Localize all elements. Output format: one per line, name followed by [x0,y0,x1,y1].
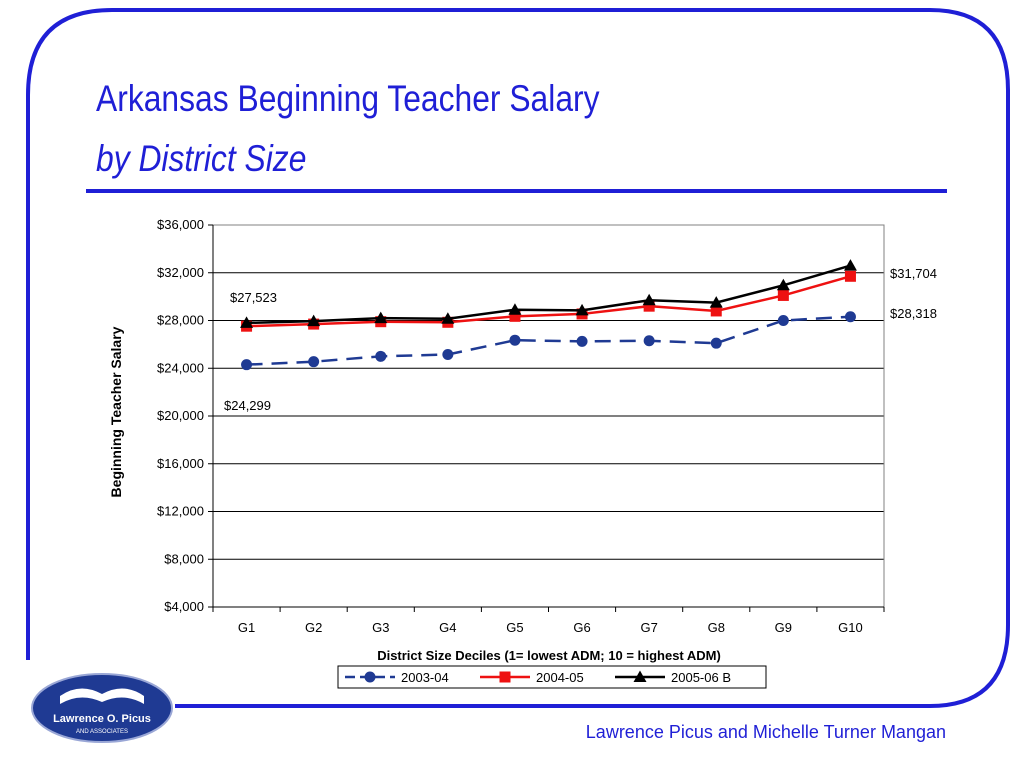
data-point [442,349,454,361]
data-point [441,312,455,324]
data-point [575,303,589,316]
data-point [843,259,857,271]
data-point [710,337,722,349]
y-tick-label: $24,000 [157,360,204,375]
legend-label: 2005-06 B [671,670,731,685]
y-tick-label: $8,000 [164,551,204,566]
y-tick-label: $28,000 [157,313,204,328]
legend-label: 2003-04 [401,670,449,685]
x-tick-label: G3 [372,620,389,635]
x-tick-label: G5 [506,620,523,635]
series-line [246,275,851,328]
data-point [777,289,789,301]
data-point [776,278,790,291]
legend-marker [364,671,376,683]
data-point [241,359,253,371]
data-point [710,305,722,317]
data-point [844,311,856,323]
series-2003-04 [241,311,856,371]
x-tick-label: G8 [708,620,725,635]
x-tick-label: G10 [838,620,863,635]
legend-marker [633,670,647,682]
legend-item: 2003-04 [345,670,449,685]
series-line [246,264,851,325]
y-axis: $4,000 $8,000 $12,000 $16,000 $20,000 $24,000… [157,217,214,614]
legend-item: 2005-06 B [615,670,731,685]
x-tick-label: G4 [439,620,456,635]
legend-box [337,665,767,689]
footer-credit: Lawrence Picus and Michelle Turner Manga… [585,722,946,742]
data-point [709,296,723,308]
data-point [643,335,655,347]
data-point [240,316,254,328]
data-point [642,293,656,306]
series-layer [240,259,857,371]
data-point [643,300,655,312]
data-point [374,311,388,324]
annotation-g10-2003: $28,318 [890,306,937,321]
annotation-g1-2004: $27,523 [230,290,277,305]
x-tick-label: G1 [238,620,255,635]
annotation-g10-2005: $31,704 [890,266,937,281]
data-point [576,335,588,347]
y-tick-label: $4,000 [164,599,204,614]
logo-name: Lawrence O. Picus [53,713,151,725]
data-point [509,310,521,322]
y-tick-label: $32,000 [157,265,204,280]
book-icon [60,688,144,704]
logo-badge [31,673,173,743]
x-axis-label: District Size Deciles (1= lowest ADM; 10… [377,648,721,663]
series-2004-05 [241,270,856,332]
x-tick-label: G2 [305,620,322,635]
annotation-g1-2003: $24,299 [224,398,271,413]
legend-item: 2004-05 [480,670,584,685]
y-tick-label: $20,000 [157,408,204,423]
y-tick-label: $36,000 [157,217,204,232]
y-axis-label: Beginning Teacher Salary [108,326,124,497]
slide-title: Arkansas Beginning Teacher Salary [96,78,600,119]
data-point [508,303,522,315]
x-tick-label: G9 [775,620,792,635]
series-2005-06 B [240,259,857,328]
series-line [246,315,851,366]
legend-label: 2004-05 [536,670,584,685]
slide-subtitle: by District Size [96,138,307,179]
data-point [307,314,321,327]
data-point [308,356,320,368]
x-axis: G1 G2 G3 G4 G5 G6 G7 G8 G9 G10 [212,606,885,635]
data-point [844,270,856,282]
company-logo: Lawrence O. Picus AND ASSOCIATES [31,673,173,743]
legend-marker [499,671,511,683]
x-tick-label: G7 [640,620,657,635]
title-rule [86,189,947,193]
data-point [509,334,521,346]
x-tick-label: G6 [573,620,590,635]
chart-legend: 2003-04 2004-05 2005-06 B [337,665,767,689]
data-point [777,315,789,326]
frame-border [26,8,1010,708]
logo-tagline: AND ASSOCIATES [76,729,128,735]
y-tick-label: $12,000 [157,504,204,519]
y-tick-label: $16,000 [157,456,204,471]
data-point [375,350,387,362]
